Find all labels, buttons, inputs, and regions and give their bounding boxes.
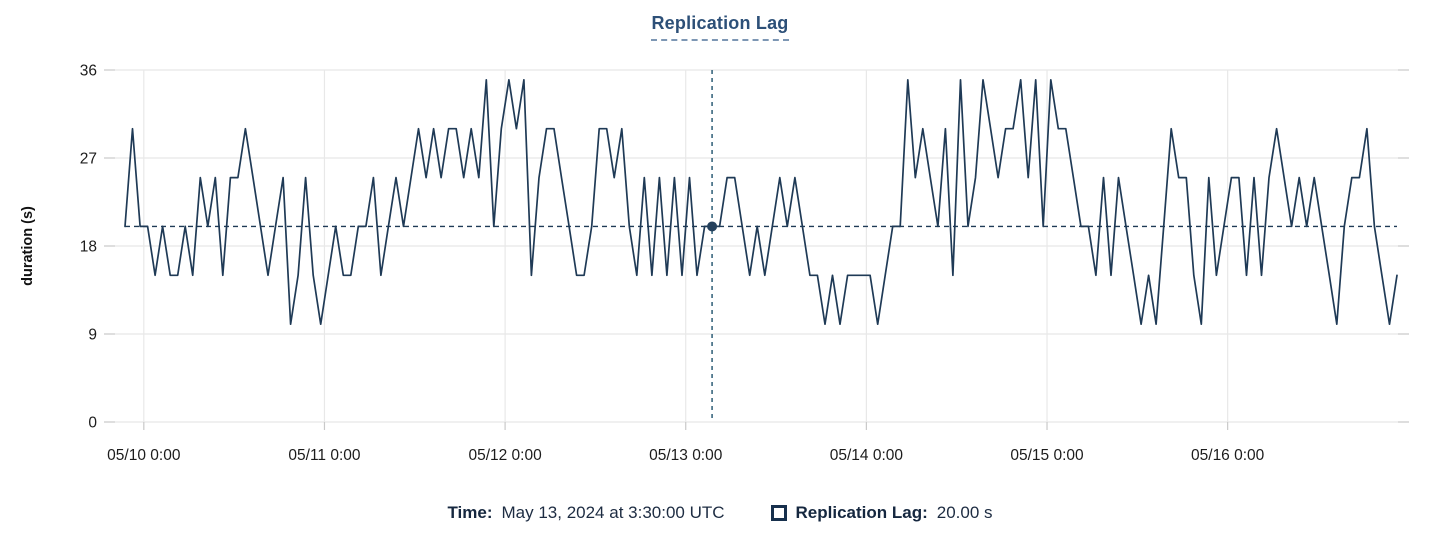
x-tick-label: 05/15 0:00 xyxy=(1010,447,1084,464)
chart-title[interactable]: Replication Lag xyxy=(651,13,789,41)
hover-readout: Time: May 13, 2024 at 3:30:00 UTC Replic… xyxy=(0,503,1440,523)
x-tick-label: 05/14 0:00 xyxy=(830,447,904,464)
replication-lag-line-chart[interactable]: 0 9 18 27 36 05/10 0:00 05/11 0:00 05/12 0:00 05… xyxy=(0,56,1440,476)
x-tick-label: 05/10 0:00 xyxy=(107,447,181,464)
y-axis-title: duration (s) xyxy=(20,206,36,286)
x-tick-label: 05/12 0:00 xyxy=(468,447,542,464)
series-readout-label: Replication Lag: xyxy=(795,503,928,522)
chart-header: Replication Lag xyxy=(0,13,1440,41)
time-readout-value: May 13, 2024 at 3:30:00 UTC xyxy=(501,503,725,522)
x-tick-label: 05/13 0:00 xyxy=(649,447,723,464)
series-line-replication-lag xyxy=(124,78,1398,326)
y-tick-label: 36 xyxy=(80,63,97,80)
y-tick-label: 27 xyxy=(80,151,97,168)
series-swatch-icon xyxy=(770,505,787,521)
gridlines xyxy=(104,69,1409,430)
series-readout-value: 20.00 s xyxy=(936,503,993,522)
x-tick-label: 05/16 0:00 xyxy=(1191,447,1265,464)
time-readout-label: Time: xyxy=(447,503,493,522)
axis-labels: 0 9 18 27 36 05/10 0:00 05/11 0:00 05/12 0:00 05… xyxy=(20,63,1265,465)
legend-item-replication-lag: Replication Lag: 20.00 s xyxy=(770,503,993,523)
y-tick-label: 9 xyxy=(88,327,97,344)
x-tick-label: 05/11 0:00 xyxy=(288,447,360,464)
y-tick-label: 0 xyxy=(88,415,97,432)
crosshair-point xyxy=(707,221,718,232)
y-tick-label: 18 xyxy=(80,239,97,256)
